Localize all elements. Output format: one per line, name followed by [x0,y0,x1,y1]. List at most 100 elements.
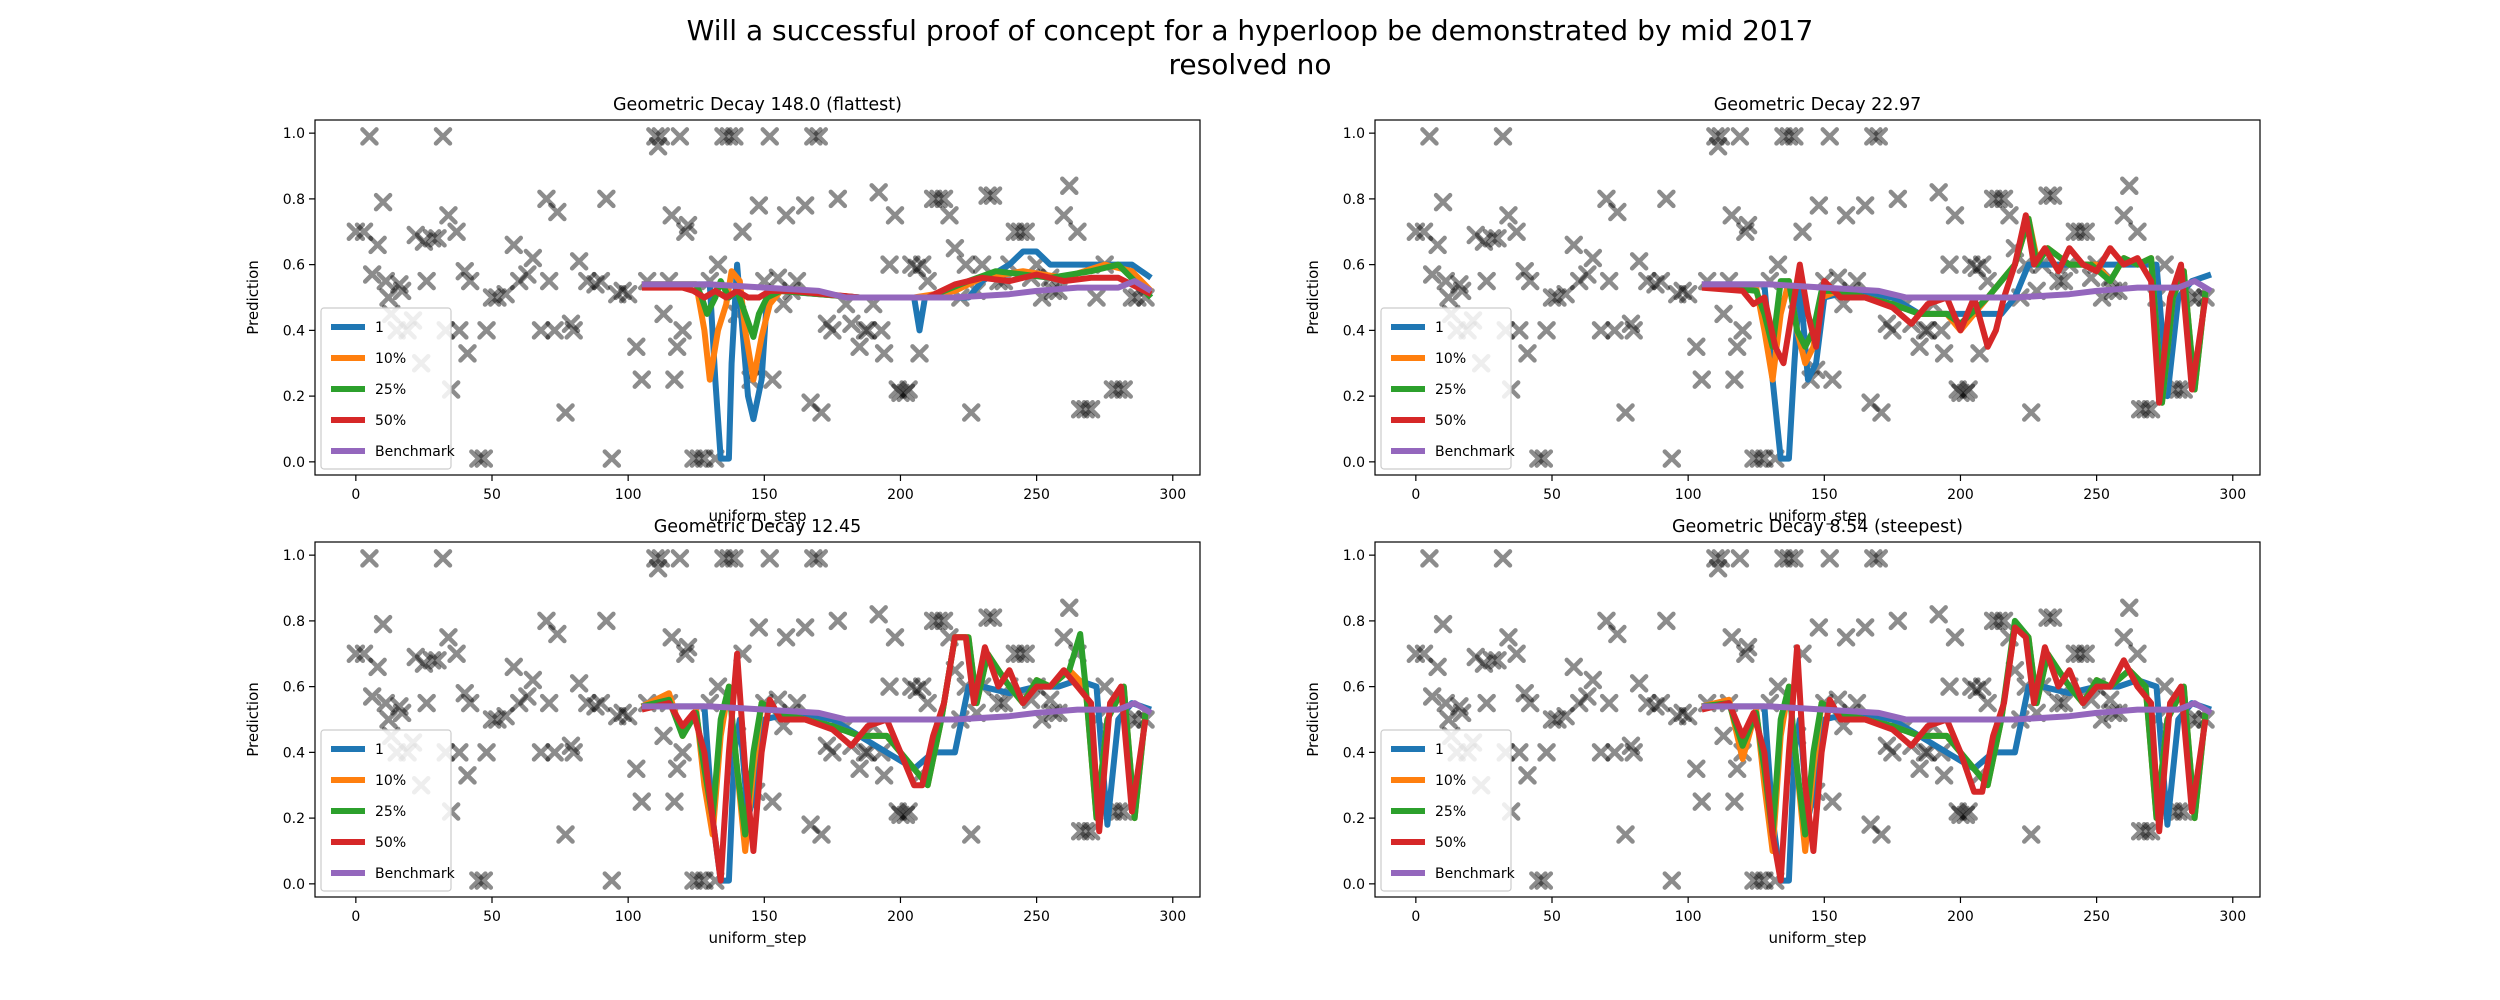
x-tick-label: 150 [1811,909,1838,925]
scatter-point-32 [482,710,502,729]
scatter-point-138 [1016,222,1035,242]
scatter-point-0 [1406,644,1426,664]
scatter-point-99 [823,743,842,762]
scatter-point-38 [523,248,543,268]
x-tick-label: 50 [483,487,501,503]
scatter-point-35 [1564,235,1584,255]
legend-label: 1 [375,320,384,336]
scatter-point-52 [1662,871,1682,890]
scatter-point-98 [817,314,837,334]
scatter-point-28 [1520,693,1540,713]
subplot-2: Geometric Decay 22.97 0 50 100 150 200 250 300 0… [1304,95,2261,526]
scatter-point-115 [899,380,918,399]
scatter-point-40 [1597,611,1616,631]
scatter-point-99 [1883,321,1902,340]
scatter-point-19 [1488,229,1507,248]
scatter-point-123 [1994,611,2014,631]
scatter-point-96 [1869,127,1889,146]
x-tick-label: 0 [1411,909,1420,925]
scatter-point-20 [433,549,453,568]
scatter-point-30 [1534,871,1554,890]
x-tick-label: 100 [1675,487,1702,503]
y-tick-label: 0.0 [1343,877,1365,893]
scatter-point-124 [2000,206,2019,225]
scatter-point-97 [812,403,831,422]
scatter-point-45 [1621,314,1641,334]
series-line-benchmark [1701,278,2213,301]
scatter-point-99 [1883,743,1902,762]
scatter-point-54 [613,703,632,723]
scatter-point-24 [1507,222,1526,242]
scatter-point-2 [1420,549,1439,568]
scatter-point-95 [1864,127,1883,146]
scatter-point-66 [1727,337,1747,357]
scatter-point-31 [1537,321,1556,340]
scatter-point-110 [1940,255,1959,274]
scatter-point-69 [676,644,695,664]
scatter-point-50 [591,271,611,291]
scatter-point-123 [1994,189,2014,209]
scatter-point-119 [1973,255,1992,274]
legend-label: 1 [1435,320,1444,336]
scatter-point-152 [1095,677,1114,696]
scatter-point-132 [2043,608,2063,627]
scatter-point-33 [1548,288,1567,307]
scatter-point-11 [392,281,412,301]
y-tick-label: 0.0 [1343,455,1365,471]
scatter-point-104 [855,321,875,340]
scatter-point-150 [2141,822,2161,841]
scatter-point-150 [2141,400,2161,419]
scatter-point-1 [354,644,374,664]
scatter-point-0 [346,222,366,242]
scatter-point-70 [678,215,698,235]
scatter-point-94 [801,815,820,834]
x-tick-label: 0 [351,487,360,503]
scatter-point-86 [1820,549,1839,568]
scatter-point-64 [662,628,681,647]
scatter-point-136 [2065,222,2085,242]
scatter-point-128 [962,403,981,422]
legend-label: 50% [375,413,406,429]
scatter-point-90 [776,628,796,647]
scatter-point-64 [1722,628,1741,647]
scatter-point-155 [1114,802,1133,821]
scatter-point-116 [902,255,921,274]
scatter-point-104 [855,743,875,762]
scatter-point-34 [1556,284,1575,304]
x-tick-label: 300 [1159,487,1186,503]
scatter-point-96 [1869,549,1889,568]
scatter-point-77 [1774,127,1793,146]
y-tick-label: 1.0 [283,126,305,142]
scatter-point-45 [561,736,581,756]
scatter-point-150 [1081,822,1101,841]
scatter-point-6 [376,271,396,291]
scatter-point-46 [564,321,583,340]
x-tick-label: 250 [1023,909,1050,925]
scatter-point-73 [1755,449,1774,468]
scatter-point-133 [2049,271,2068,291]
scatter-point-59 [646,127,665,146]
scatter-point-48 [578,271,597,291]
scatter-point-65 [665,370,684,389]
figure-title-line1: Will a successful proof of concept for a… [687,14,1814,47]
scatter-point-68 [1733,321,1752,340]
scatter-point-155 [2174,380,2193,399]
x-tick-label: 150 [751,487,778,503]
scatter-point-28 [460,693,480,713]
scatter-point-72 [1749,449,1769,468]
scatter-point-41 [539,271,559,291]
scatter-point-7 [1439,710,1458,729]
scatter-point-122 [1989,611,2008,631]
scatter-point-66 [667,759,687,779]
scatter-point-108 [872,321,891,340]
scatter-point-98 [817,736,837,756]
scatter-point-2 [360,127,379,146]
scatter-point-5 [373,192,393,212]
scatter-point-124 [940,206,959,225]
scatter-point-73 [1755,871,1774,890]
scatter-point-136 [1005,644,1025,664]
scatter-point-19 [428,651,447,670]
scatter-point-146 [2120,598,2139,617]
scatter-point-100 [1888,611,1908,631]
scatter-point-122 [929,189,948,209]
